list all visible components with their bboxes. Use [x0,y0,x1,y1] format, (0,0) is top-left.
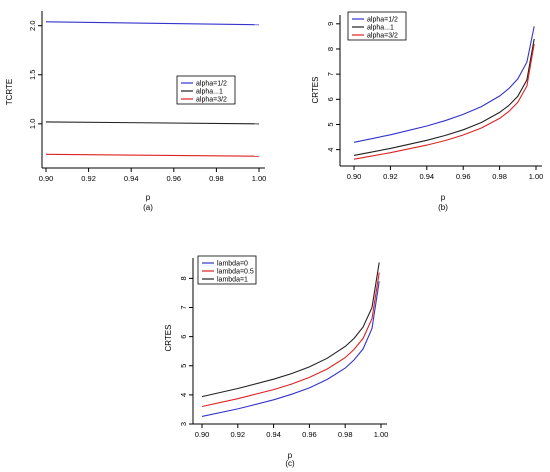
x-tick-label: 0.96 [456,172,471,181]
x-tick-label: 0.96 [166,174,181,183]
y-tick-label: 4 [179,393,188,397]
ticks-group: 0.90 0.92 0.94 0.96 0.98 1.00 3 4 5 6 7 8 [179,276,388,439]
series-line-alpha-3-2 [45,153,260,157]
ticks-group: 0.90 0.92 0.94 0.96 0.98 1.00 1.0 1.5 2.0 [28,21,266,184]
panel-caption: (b) [438,203,448,212]
chart-panel-a: 0.90 0.92 0.94 0.96 0.98 1.00 1.0 1.5 2.0 p TCRT… [5,11,266,212]
series-lines [45,21,260,157]
x-tick-label: 0.94 [419,172,434,181]
x-tick-label: 1.00 [529,172,544,181]
legend-label: alpha...1 [196,89,223,96]
x-axis-label: p [441,193,446,202]
legend-label: lambda=0.5 [217,269,254,276]
x-tick-label: 0.98 [209,174,224,183]
y-axis-label: CRTES [164,325,173,352]
series-line-alpha-1 [353,38,535,156]
y-tick-label: 4 [326,148,335,152]
series-line-alpha-1-2 [353,26,535,143]
y-tick-label: 3 [179,422,188,426]
series-lines [353,26,535,160]
x-axis-label: p [288,451,293,460]
series-line-alpha-3-2 [353,43,535,160]
x-tick-label: 0.96 [302,430,317,439]
legend-label: alpha=3/2 [367,33,398,40]
x-tick-label: 0.92 [383,172,398,181]
legend-label: alpha...1 [367,25,394,32]
y-tick-label: 9 [326,22,335,26]
y-axis-label: CRTES [311,77,320,104]
x-tick-label: 0.92 [81,174,96,183]
y-tick-label: 6 [179,335,188,339]
legend-label: alpha=1/2 [367,17,398,24]
y-tick-label: 5 [179,364,188,368]
x-tick-label: 0.98 [492,172,507,181]
x-tick-label: 0.92 [230,430,245,439]
legend-label: lambda=1 [217,277,248,284]
y-tick-label: 6 [326,97,335,101]
x-axis-label: p [146,193,151,202]
x-tick-label: 0.98 [338,430,353,439]
chart-panel-c: 0.90 0.92 0.94 0.96 0.98 1.00 3 4 5 6 7 8 p CRTES (… [164,255,388,468]
series-lines [201,262,380,417]
series-line-lambda-0 [201,281,380,417]
panel-caption: (a) [143,203,153,212]
x-tick-label: 0.94 [124,174,139,183]
y-axis-label: TCRTE [5,79,14,106]
y-tick-label: 7 [326,72,335,76]
x-tick-label: 1.00 [252,174,267,183]
panel-caption: (c) [285,459,295,468]
x-tick-label: 0.90 [347,172,362,181]
legend-label: alpha=1/2 [196,81,227,88]
y-tick-label: 8 [179,276,188,280]
series-line-lambda-1 [201,262,380,398]
series-line-alpha-1 [45,121,260,125]
y-tick-label: 1.5 [28,70,37,80]
y-tick-label: 5 [326,122,335,126]
y-tick-label: 1.0 [28,119,37,129]
y-tick-label: 7 [179,305,188,309]
series-line-alpha-1-2 [45,21,260,26]
y-tick-label: 8 [326,47,335,51]
x-tick-label: 1.00 [374,430,389,439]
x-tick-label: 0.94 [266,430,281,439]
x-tick-label: 0.90 [195,430,210,439]
ticks-group: 0.90 0.92 0.94 0.96 0.98 1.00 4 5 6 7 8 9 [326,22,543,181]
x-tick-label: 0.90 [39,174,54,183]
y-tick-label: 2.0 [28,21,37,31]
series-line-lambda-0-5 [201,272,380,408]
legend-label: alpha=3/2 [196,97,227,104]
legend-label: lambda=0 [217,261,248,268]
chart-panel-b: 0.90 0.92 0.94 0.96 0.98 1.00 4 5 6 7 8 9 p CRTES (… [311,11,543,212]
